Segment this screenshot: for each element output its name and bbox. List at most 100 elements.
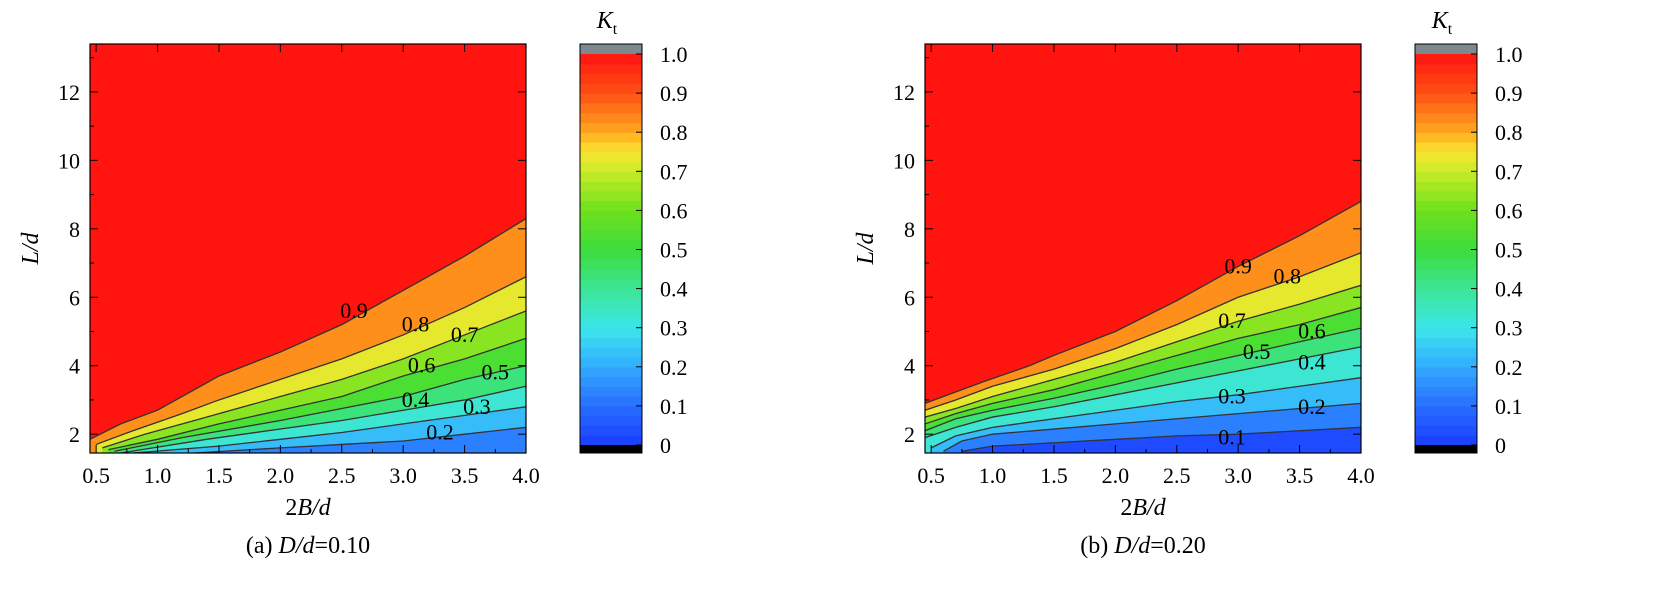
colorbar-segment — [1415, 83, 1477, 94]
colorbar-segment — [1415, 161, 1477, 172]
colorbar-segment — [1415, 337, 1477, 348]
y-tick-label: 6 — [904, 285, 915, 310]
colorbar-segment — [1415, 141, 1477, 153]
y-tick-label: 8 — [904, 217, 915, 242]
x-tick-label: 0.5 — [82, 463, 110, 488]
colorbar-segment — [1415, 327, 1477, 339]
contour-label: 0.7 — [451, 322, 479, 347]
contour-label: 0.8 — [1274, 264, 1302, 289]
colorbar-segment — [580, 317, 642, 329]
colorbar-tick-label: 0.2 — [1495, 355, 1523, 380]
contour-line-0.9 — [925, 200, 1361, 404]
colorbar-segment — [580, 347, 642, 358]
x-tick-label: 1.5 — [1040, 463, 1068, 488]
y-tick-label: 2 — [904, 422, 915, 447]
colorbar-tick-label: 0 — [660, 433, 671, 458]
colorbar-title: Kt — [596, 8, 618, 38]
colorbar-tick-label: 0 — [1495, 433, 1506, 458]
x-tick-label: 4.0 — [1347, 463, 1375, 488]
chart-panel-b: 0.9 0.8 0.7 0.6 0.5 0.4 0.3 0.2 0.1 0.5 1.0 1.5 2.0 2… — [835, 0, 1655, 592]
y-tick-label: 6 — [69, 285, 80, 310]
contour-label: 0.4 — [1298, 349, 1326, 374]
contour-chart-b: 0.9 0.8 0.7 0.6 0.5 0.4 0.3 0.2 0.1 0.5 1.0 1.5 2.0 2… — [853, 8, 1523, 559]
y-tick-label: 2 — [69, 422, 80, 447]
contour-label: 0.2 — [1298, 394, 1326, 419]
colorbar: 0 0.1 0.2 0.3 0.4 0.5 0.6 0.7 0.8 0.9 1.0 Kt — [1414, 8, 1523, 458]
y-tick-label: 4 — [69, 354, 80, 379]
contour-chart-a: 0.9 0.8 0.7 0.6 0.5 0.4 0.3 0.2 0.5 1.0 1.5 2.0 2.5 3… — [18, 8, 688, 559]
colorbar-segment — [1415, 151, 1477, 163]
colorbar-segment — [580, 239, 642, 251]
colorbar-segment — [1415, 317, 1477, 329]
y-axis-title: L/d — [18, 231, 44, 265]
colorbar-segment — [1415, 386, 1477, 397]
colorbar-segment — [1415, 308, 1477, 319]
colorbar-segment — [1415, 269, 1477, 280]
colorbar-segment — [580, 229, 642, 241]
colorbar-segment — [1415, 357, 1477, 368]
colorbar-segment — [580, 278, 642, 290]
colorbar-under — [580, 445, 642, 453]
contour-line-0.1 — [961, 426, 1361, 452]
colorbar-segment — [580, 112, 642, 124]
colorbar-segment — [580, 151, 642, 163]
colorbar-segment — [580, 298, 642, 309]
colorbar-segment — [1415, 366, 1477, 378]
contour-line-0.6 — [925, 306, 1361, 425]
contour-band-0.1 — [961, 427, 1361, 453]
colorbar-segment — [1415, 376, 1477, 387]
colorbar-over — [1415, 44, 1477, 54]
colorbar-segment — [580, 337, 642, 348]
colorbar-segment — [580, 73, 642, 84]
colorbar-segment — [1415, 239, 1477, 251]
colorbar-segment — [1415, 435, 1477, 446]
colorbar-tick-label: 0.1 — [660, 394, 688, 419]
contour-label: 0.4 — [402, 387, 430, 412]
colorbar-segment — [580, 269, 642, 280]
y-axis-title: L/d — [853, 231, 879, 265]
x-tick-label: 1.0 — [144, 463, 172, 488]
colorbar-tick-label: 0.6 — [1495, 198, 1523, 223]
colorbar-tick-label: 0.5 — [1495, 238, 1523, 263]
colorbar-tick-label: 0.4 — [660, 277, 688, 302]
contour-label: 0.3 — [1218, 384, 1246, 409]
colorbar-segment — [580, 415, 642, 427]
colorbar-segment — [1415, 122, 1477, 133]
colorbar-segment — [1415, 249, 1477, 260]
colorbar-segment — [580, 181, 642, 192]
colorbar-segment — [1415, 347, 1477, 358]
colorbar-segment — [1415, 210, 1477, 221]
x-tick-label: 2.5 — [328, 463, 356, 488]
contour-label: 0.9 — [340, 298, 368, 323]
x-tick-label: 2.0 — [1102, 463, 1130, 488]
colorbar-segment — [1415, 259, 1477, 270]
colorbar-segment — [1415, 181, 1477, 192]
colorbar-segment — [1415, 425, 1477, 436]
colorbar-tick-label: 0.3 — [660, 316, 688, 341]
contour-line-0.4 — [120, 385, 526, 453]
panel-caption: (a) D/d=0.10 — [246, 533, 370, 559]
colorbar-segment — [580, 54, 642, 65]
colorbar-tick-label: 0.7 — [660, 159, 688, 184]
contour-line-0.7 — [102, 310, 526, 449]
colorbar-tick-label: 0.8 — [1495, 120, 1523, 145]
contour-label: 0.8 — [402, 312, 430, 337]
contour-line-0.5 — [925, 327, 1361, 432]
colorbar-segment — [1415, 190, 1477, 202]
contour-line-0.8 — [95, 276, 526, 446]
colorbar-segment — [1415, 278, 1477, 290]
colorbar-segment — [580, 171, 642, 182]
x-tick-label: 1.5 — [205, 463, 233, 488]
panel-caption: (b) D/d=0.20 — [1080, 533, 1206, 559]
contour-line-0.3 — [930, 377, 1361, 449]
colorbar-segment — [580, 366, 642, 378]
x-tick-label: 3.0 — [389, 463, 417, 488]
contour-label: 0.1 — [1218, 425, 1246, 450]
plot-frame — [89, 43, 527, 454]
contour-label: 0.5 — [1243, 339, 1271, 364]
colorbar-segment — [1415, 132, 1477, 143]
colorbar-frame — [579, 43, 643, 454]
colorbar-segment — [580, 396, 642, 407]
contour-line-0.4 — [925, 346, 1361, 439]
colorbar-segment — [1415, 112, 1477, 124]
